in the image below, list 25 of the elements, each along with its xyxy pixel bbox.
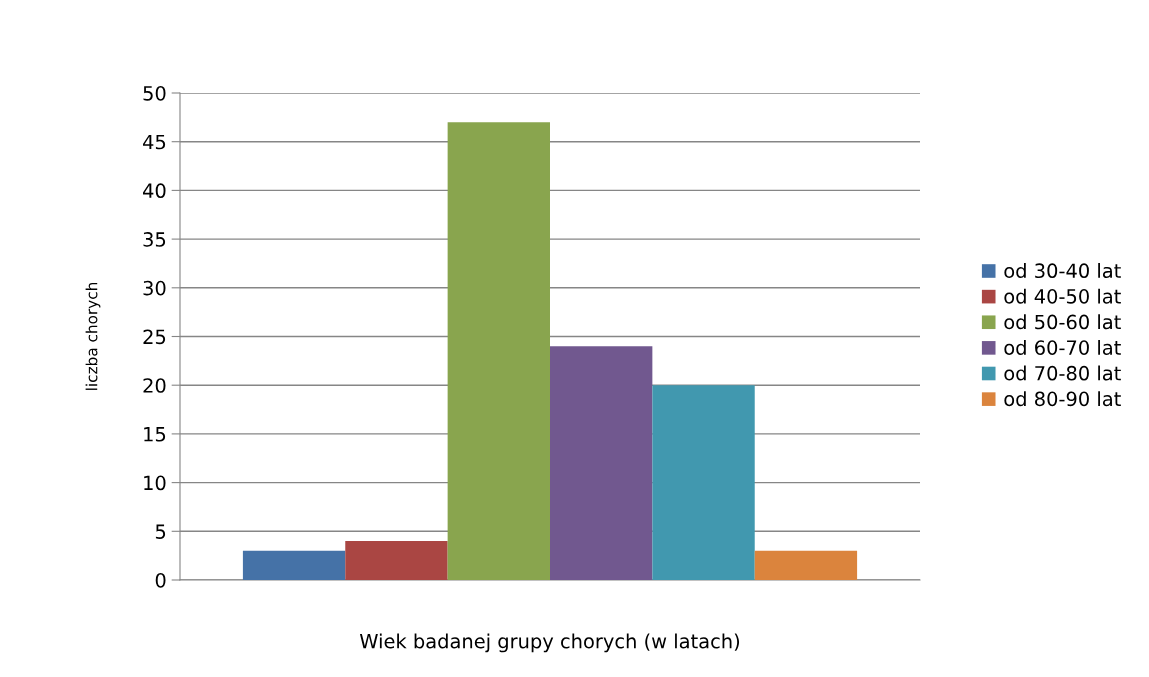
y-tick-label: 15 xyxy=(144,427,166,442)
y-tick-label: 25 xyxy=(143,329,166,345)
y-tick-label: 5 xyxy=(155,524,166,539)
legend-label: od 50-60 lat xyxy=(1004,314,1121,330)
y-tick-label: 45 xyxy=(143,134,166,150)
bar xyxy=(550,346,653,580)
legend-label: od 60-70 lat xyxy=(1004,339,1121,355)
y-tick-label: 30 xyxy=(143,280,166,296)
bar xyxy=(754,550,858,580)
x-axis-title: Wiek badanej grupy chorych (w latach) xyxy=(359,633,740,653)
legend-label: od 80-90 lat xyxy=(1004,391,1121,407)
y-tick-label: 10 xyxy=(144,475,166,491)
legend-label: od 30-40 lat xyxy=(1004,263,1121,279)
y-axis-title: liczba chorych xyxy=(85,282,101,390)
y-tick-label: 20 xyxy=(143,378,166,393)
y-tick-label: 0 xyxy=(155,572,166,588)
y-tick-label: 40 xyxy=(143,183,166,199)
bar xyxy=(242,550,346,580)
y-tick-label: 35 xyxy=(143,232,166,247)
legend-label: od 40-50 lat xyxy=(1004,288,1121,304)
bar xyxy=(652,385,755,580)
bar xyxy=(345,541,448,580)
y-tick-label: 50 xyxy=(143,85,166,101)
legend-label: od 70-80 lat xyxy=(1004,365,1121,381)
bar xyxy=(447,122,550,580)
